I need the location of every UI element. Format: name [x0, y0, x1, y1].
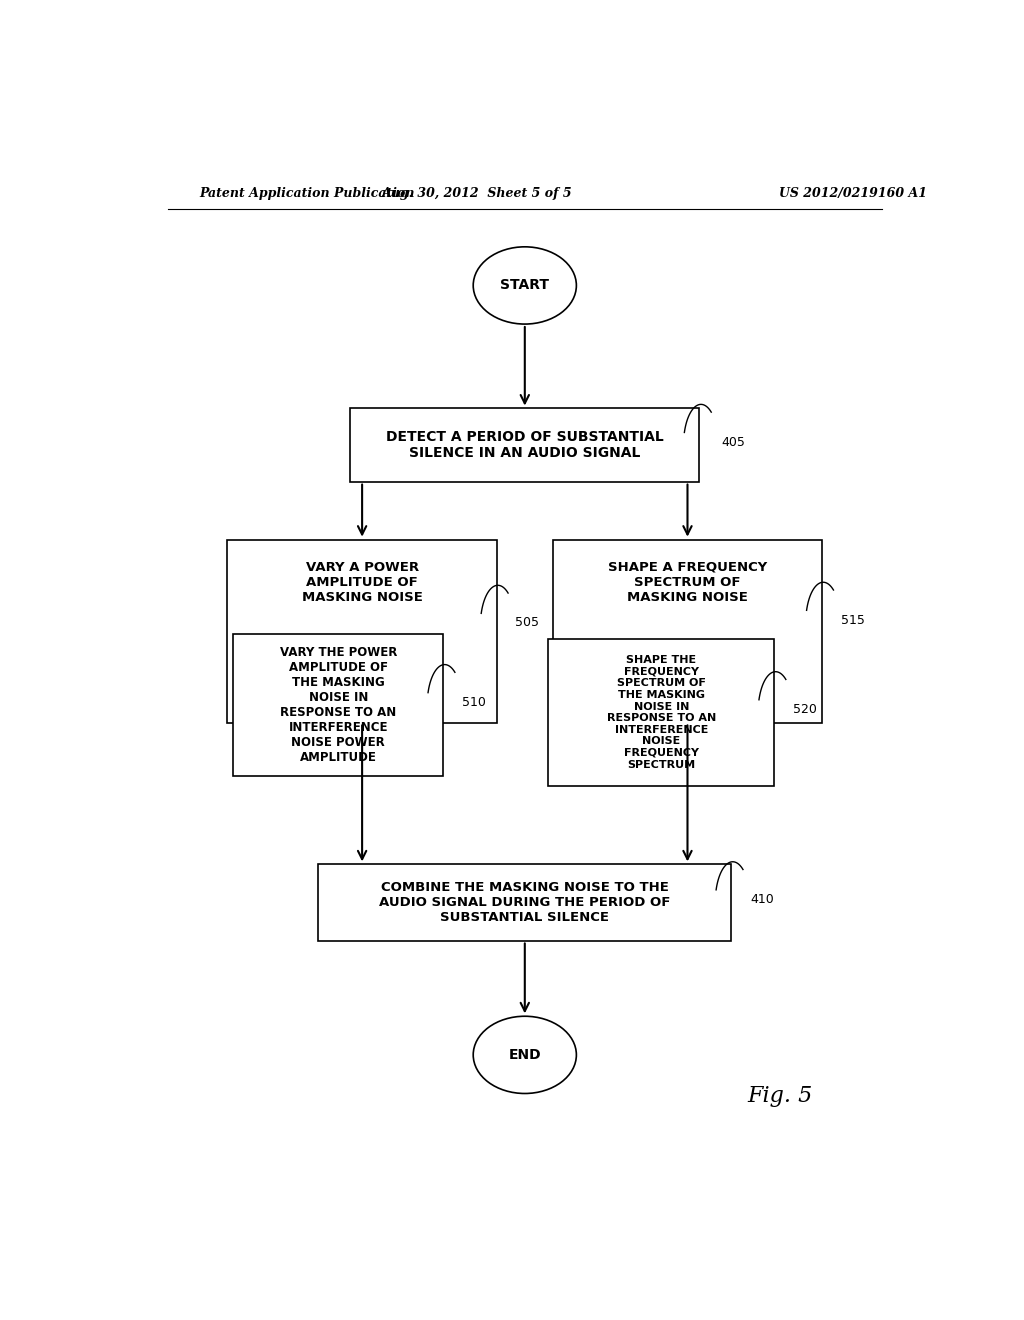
Ellipse shape	[473, 247, 577, 325]
FancyBboxPatch shape	[227, 540, 497, 722]
Text: COMBINE THE MASKING NOISE TO THE
AUDIO SIGNAL DURING THE PERIOD OF
SUBSTANTIAL S: COMBINE THE MASKING NOISE TO THE AUDIO S…	[379, 880, 671, 924]
Text: VARY A POWER
AMPLITUDE OF
MASKING NOISE: VARY A POWER AMPLITUDE OF MASKING NOISE	[302, 561, 423, 603]
Text: 510: 510	[462, 696, 486, 709]
Text: Fig. 5: Fig. 5	[748, 1085, 812, 1106]
Text: 515: 515	[841, 614, 864, 627]
Text: 410: 410	[751, 892, 774, 906]
Text: DETECT A PERIOD OF SUBSTANTIAL
SILENCE IN AN AUDIO SIGNAL: DETECT A PERIOD OF SUBSTANTIAL SILENCE I…	[386, 430, 664, 461]
FancyBboxPatch shape	[318, 865, 731, 941]
Text: END: END	[509, 1048, 541, 1061]
Text: 505: 505	[515, 616, 540, 630]
FancyBboxPatch shape	[553, 540, 822, 722]
Text: Aug. 30, 2012  Sheet 5 of 5: Aug. 30, 2012 Sheet 5 of 5	[382, 187, 572, 201]
Text: 405: 405	[722, 437, 745, 450]
Text: SHAPE THE
FREQUENCY
SPECTRUM OF
THE MASKING
NOISE IN
RESPONSE TO AN
INTERFERENCE: SHAPE THE FREQUENCY SPECTRUM OF THE MASK…	[606, 655, 716, 770]
FancyBboxPatch shape	[548, 639, 774, 785]
FancyBboxPatch shape	[350, 408, 699, 482]
Text: Patent Application Publication: Patent Application Publication	[200, 187, 415, 201]
Text: VARY THE POWER
AMPLITUDE OF
THE MASKING
NOISE IN
RESPONSE TO AN
INTERFERENCE
NOI: VARY THE POWER AMPLITUDE OF THE MASKING …	[280, 647, 397, 764]
Text: US 2012/0219160 A1: US 2012/0219160 A1	[778, 187, 927, 201]
Ellipse shape	[473, 1016, 577, 1093]
Text: SHAPE A FREQUENCY
SPECTRUM OF
MASKING NOISE: SHAPE A FREQUENCY SPECTRUM OF MASKING NO…	[608, 561, 767, 603]
Text: START: START	[501, 279, 549, 293]
FancyBboxPatch shape	[233, 634, 443, 776]
Text: 520: 520	[793, 702, 817, 715]
